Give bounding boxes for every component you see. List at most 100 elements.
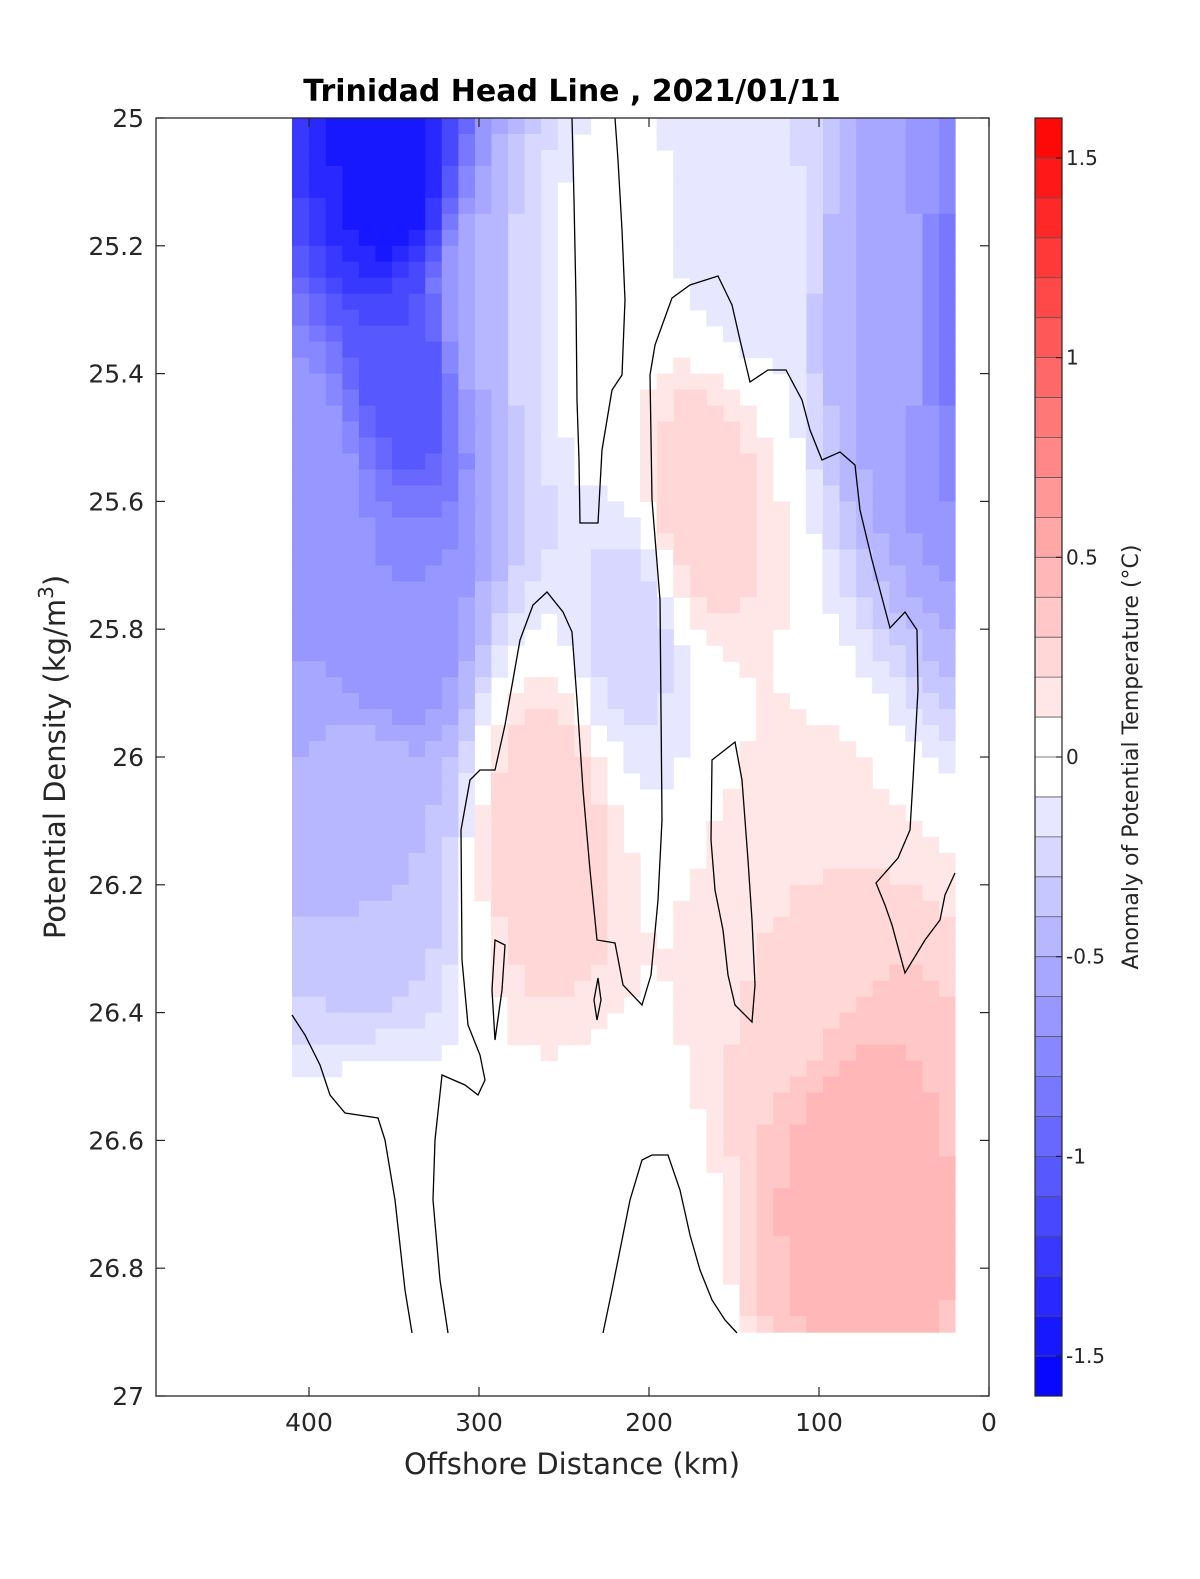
field-cell xyxy=(292,980,310,998)
field-cell xyxy=(805,1316,823,1333)
field-cell xyxy=(457,405,475,423)
field-cell xyxy=(408,1044,426,1062)
field-cell xyxy=(540,229,558,247)
field-cell xyxy=(374,725,393,742)
field-cell xyxy=(888,517,906,534)
field-cell xyxy=(822,341,840,359)
field-cell xyxy=(722,261,741,279)
field-cell xyxy=(308,964,326,982)
field-cell xyxy=(689,485,707,502)
field-cell xyxy=(358,964,376,982)
field-cell xyxy=(938,1268,956,1285)
field-cell xyxy=(921,229,940,247)
field-cell xyxy=(905,836,923,854)
field-cell xyxy=(921,357,940,375)
field-cell xyxy=(805,1156,823,1173)
field-cell xyxy=(408,772,426,790)
field-cell xyxy=(540,309,558,327)
colorbar-swatch xyxy=(1035,317,1062,359)
field-cell xyxy=(557,996,575,1014)
field-cell xyxy=(441,629,459,646)
field-cell xyxy=(540,1044,558,1062)
field-cell xyxy=(308,709,326,726)
field-cell xyxy=(358,836,376,854)
field-cell xyxy=(722,1252,741,1269)
field-cell xyxy=(490,213,509,231)
field-cell xyxy=(640,709,658,726)
field-cell xyxy=(822,261,840,279)
field-cell xyxy=(888,804,906,822)
field-cell xyxy=(888,852,906,870)
field-cell xyxy=(590,661,608,678)
field-cell xyxy=(822,118,840,135)
colorbar-swatch xyxy=(1035,796,1062,838)
field-cell xyxy=(391,804,409,822)
field-cell xyxy=(325,533,343,550)
field-cell xyxy=(557,597,575,614)
field-cell xyxy=(872,213,890,231)
field-cell xyxy=(374,996,393,1014)
field-cell xyxy=(308,437,326,455)
field-cell xyxy=(838,980,857,998)
field-cell xyxy=(573,485,591,502)
field-cell xyxy=(855,757,873,774)
field-cell xyxy=(540,788,558,806)
field-cell xyxy=(441,181,459,199)
field-cell xyxy=(507,1028,525,1046)
field-cell xyxy=(590,916,608,934)
field-cell xyxy=(938,645,956,662)
field-cell xyxy=(490,245,509,263)
field-cell xyxy=(358,629,376,646)
field-cell xyxy=(722,1076,741,1094)
field-cell xyxy=(391,325,409,343)
field-cell xyxy=(325,517,343,534)
field-cell xyxy=(722,565,741,582)
x-tick-label: 0 xyxy=(981,1408,997,1437)
field-cell xyxy=(557,549,575,566)
field-cell xyxy=(706,964,724,982)
y-tick-label: 25 xyxy=(112,104,144,133)
field-cell xyxy=(573,581,591,598)
field-cell xyxy=(938,229,956,247)
field-cell xyxy=(358,709,376,726)
field-cell xyxy=(441,916,459,934)
field-cell xyxy=(408,181,426,199)
field-cell xyxy=(292,788,310,806)
field-cell xyxy=(358,677,376,694)
field-cell xyxy=(739,868,757,886)
field-cell xyxy=(855,453,873,471)
field-cell xyxy=(772,725,790,742)
colorbar-label: Anomaly of Potential Temperature (°C) xyxy=(1119,545,1144,970)
contour-line xyxy=(593,977,602,1021)
field-cell xyxy=(789,1012,807,1030)
field-cell xyxy=(905,948,923,966)
field-cell xyxy=(606,996,625,1014)
field-cell xyxy=(706,613,724,630)
field-cell xyxy=(921,1236,940,1253)
field-cell xyxy=(789,1060,807,1078)
field-cell xyxy=(557,517,575,534)
field-cell xyxy=(706,469,724,487)
field-cell xyxy=(838,1300,857,1317)
field-cell xyxy=(308,820,326,838)
colorbar-swatch xyxy=(1035,477,1062,518)
field-cell xyxy=(325,245,343,263)
field-cell xyxy=(374,181,393,199)
field-cell xyxy=(805,325,823,343)
field-cell xyxy=(838,389,857,407)
field-cell xyxy=(457,309,475,327)
field-cell xyxy=(557,836,575,854)
field-cell xyxy=(789,197,807,215)
y-tick-label: 26 xyxy=(112,743,144,772)
field-cell xyxy=(706,309,724,327)
field-cell xyxy=(921,421,940,439)
field-cell xyxy=(905,549,923,566)
field-cell xyxy=(822,133,840,151)
field-cell xyxy=(888,453,906,471)
field-cell xyxy=(524,293,542,311)
field-cell xyxy=(474,485,492,502)
field-cell xyxy=(524,1012,542,1030)
field-cell xyxy=(855,1268,873,1285)
field-cell xyxy=(888,1076,906,1094)
field-cell xyxy=(457,804,475,822)
